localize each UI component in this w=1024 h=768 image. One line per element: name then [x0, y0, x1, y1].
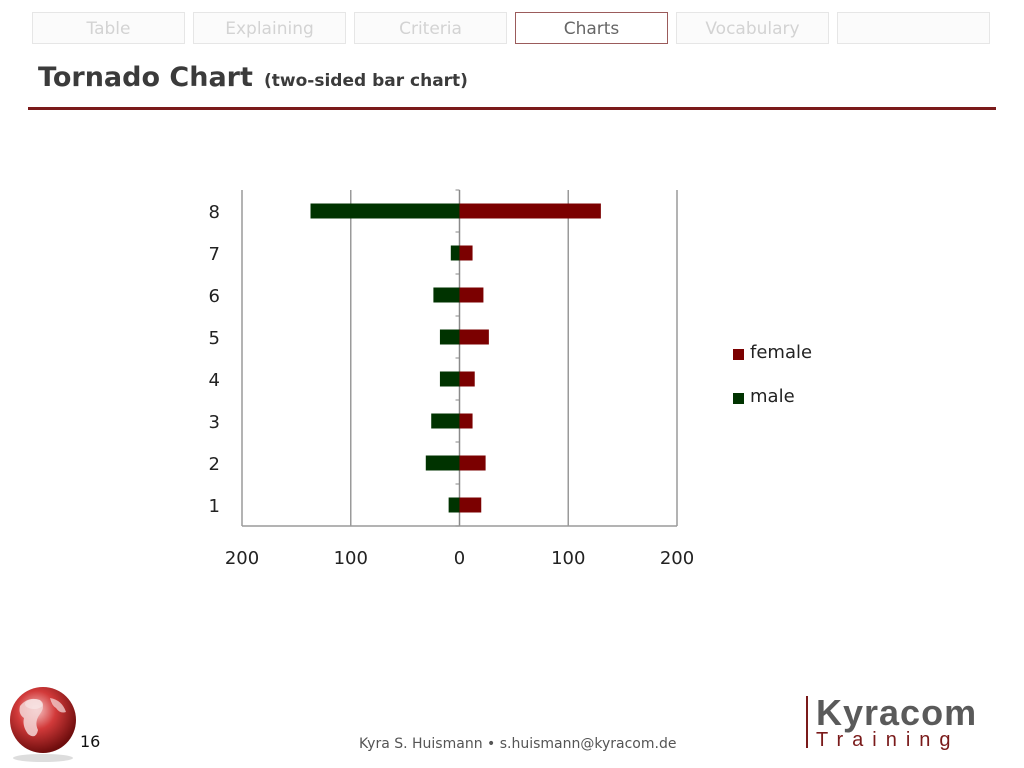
tab-blank[interactable] [837, 12, 990, 44]
bar-female-3 [459, 413, 473, 429]
y-tick-label-2: 2 [209, 454, 220, 475]
kyracom-logo: Kyracom Training [806, 692, 996, 752]
tab-explaining[interactable]: Explaining [193, 12, 346, 44]
y-tick-label-4: 4 [209, 370, 220, 391]
x-tick-label-0: 200 [225, 548, 259, 569]
tab-criteria[interactable]: Criteria [354, 12, 507, 44]
logo-tagline: Training [816, 729, 960, 751]
logo-wordmark: Kyracom [816, 692, 978, 733]
legend-item-female: female [733, 342, 853, 366]
x-tick-label-3: 100 [551, 548, 585, 569]
bar-male-8 [310, 203, 460, 219]
bar-male-7 [450, 245, 460, 261]
y-tick-label-7: 7 [209, 244, 220, 265]
bar-female-5 [459, 329, 489, 345]
bar-male-6 [433, 287, 460, 303]
bar-female-1 [459, 497, 482, 513]
globe-icon [10, 687, 76, 762]
legend-item-male: male [733, 386, 853, 410]
bar-female-8 [459, 203, 601, 219]
bar-male-2 [425, 455, 460, 471]
bar-female-2 [459, 455, 486, 471]
y-tick-label-3: 3 [209, 412, 220, 433]
y-tick-label-5: 5 [209, 328, 220, 349]
y-tick-label-1: 1 [209, 496, 220, 517]
tab-vocabulary[interactable]: Vocabulary [676, 12, 829, 44]
x-tick-label-1: 100 [334, 548, 368, 569]
legend-label-male: male [750, 386, 795, 407]
x-tick-label-4: 200 [660, 548, 694, 569]
bar-female-4 [459, 371, 475, 387]
legend-swatch-male [733, 393, 744, 404]
bar-male-3 [431, 413, 460, 429]
y-tick-label-8: 8 [209, 202, 220, 223]
y-tick-label-6: 6 [209, 286, 220, 307]
bar-male-5 [439, 329, 460, 345]
legend-label-female: female [750, 342, 813, 363]
bar-male-4 [439, 371, 460, 387]
title-subtitle: (two-sided bar chart) [264, 71, 468, 91]
title-divider [28, 107, 996, 110]
bar-male-1 [448, 497, 460, 513]
bar-female-7 [459, 245, 473, 261]
page-title: Tornado Chart (two-sided bar chart) [38, 62, 468, 93]
page-number: 16 [80, 732, 101, 751]
logo-bar [806, 696, 808, 748]
footer-author: Kyra S. Huismann • s.huismann@kyracom.de [359, 736, 677, 752]
tab-table[interactable]: Table [32, 12, 185, 44]
legend-swatch-female [733, 349, 744, 360]
title-main: Tornado Chart [38, 62, 253, 93]
tab-charts[interactable]: Charts [515, 12, 668, 44]
bar-female-6 [459, 287, 484, 303]
x-tick-label-2: 0 [454, 548, 465, 569]
